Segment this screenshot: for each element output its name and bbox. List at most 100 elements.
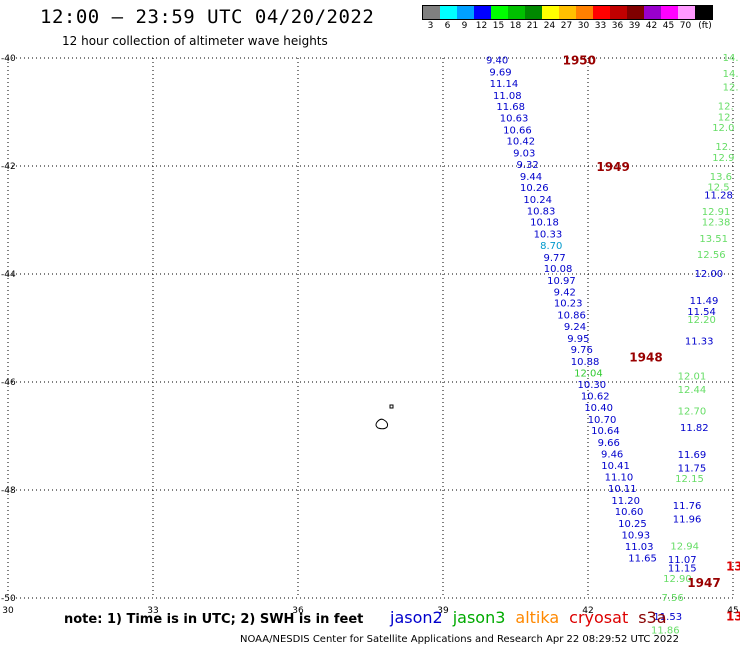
wave-height-value: 10.30 — [578, 380, 607, 391]
legend-swatch — [508, 6, 525, 19]
wave-height-value: 12.44 — [678, 385, 707, 396]
wave-height-value: 11.10 — [605, 473, 634, 484]
color-scale-labels: 3 6 9 12 15 18 21 24 27 30 33 36 39 42 45 70 (ft) — [422, 21, 716, 31]
legend-swatch — [661, 6, 678, 19]
wave-height-value: 11.08 — [493, 91, 522, 102]
wave-height-value: 10.25 — [618, 519, 647, 530]
wave-height-value: 9.77 — [544, 253, 566, 264]
legend-label: 15 — [492, 21, 505, 31]
legend-label: 27 — [560, 21, 573, 31]
lat-tick-label: -46 — [1, 378, 16, 388]
wave-height-value: 10.64 — [591, 426, 620, 437]
lon-tick-label: 45 — [727, 606, 738, 616]
legend-swatch — [474, 6, 491, 19]
wave-height-value: 7.56 — [661, 593, 683, 604]
legend-swatch — [593, 6, 610, 19]
wave-height-value: 12.5 — [707, 183, 729, 194]
lon-tick-label: 36 — [292, 606, 304, 616]
lon-tick-label: 30 — [2, 606, 14, 616]
legend-swatch — [457, 6, 474, 19]
wave-height-value: 10.33 — [534, 230, 563, 241]
wave-height-value: 9.66 — [598, 438, 620, 449]
wave-height-value: 12.01 — [678, 372, 707, 383]
wave-height-value: 9.32 — [516, 160, 538, 171]
wave-height-value: 10.93 — [622, 530, 651, 541]
pass-time-label: 1302 — [726, 560, 740, 574]
wave-height-value: 9.40 — [486, 56, 508, 67]
wave-height-value: 13.51 — [699, 234, 728, 245]
wave-height-value: 9.03 — [513, 149, 535, 160]
color-scale-legend — [422, 5, 713, 20]
wave-height-value: 11.69 — [678, 450, 707, 461]
wave-height-value: 11.14 — [490, 79, 519, 90]
satellite-legend: jason2 jason3 altika cryosat s3a — [390, 608, 677, 627]
legend-label: 33 — [594, 21, 607, 31]
pass-time-label: 1949 — [596, 160, 629, 174]
wave-height-value: 12.00 — [695, 269, 724, 280]
wave-height-value: 11.65 — [628, 554, 657, 565]
wave-height-value: 11.76 — [673, 501, 702, 512]
wave-height-value: 10.23 — [554, 299, 583, 310]
wave-height-value: 10.24 — [523, 195, 552, 206]
legend-label: 39 — [628, 21, 641, 31]
note-text: note: 1) Time is in UTC; 2) SWH is in fe… — [64, 612, 364, 627]
pass-time-label: 1947 — [687, 576, 720, 590]
legend-swatch — [695, 6, 712, 19]
wave-height-value: 12.90 — [663, 574, 692, 585]
wave-height-value: 11.20 — [611, 496, 640, 507]
legend-label: 45 — [662, 21, 675, 31]
wave-height-value: 10.86 — [557, 311, 586, 322]
wave-height-value: 11.07 — [668, 555, 697, 566]
wave-height-value: 9.95 — [567, 334, 589, 345]
legend-swatch — [576, 6, 593, 19]
wave-height-value: 11.86 — [651, 625, 680, 636]
wave-height-value: 10.41 — [601, 461, 630, 472]
wave-height-value: 11.54 — [687, 307, 716, 318]
legend-label: 12 — [475, 21, 488, 31]
wave-height-value: 10.11 — [608, 484, 637, 495]
legend-swatch — [491, 6, 508, 19]
wave-height-value: 12.56 — [697, 250, 726, 261]
lon-tick-label: 39 — [437, 606, 449, 616]
satellite-jason3: jason3 — [452, 608, 506, 627]
wave-height-value: 10.97 — [547, 276, 576, 287]
legend-label: 3 — [427, 21, 434, 31]
wave-height-value: 12.38 — [702, 218, 731, 229]
island-outline — [375, 418, 389, 430]
legend-swatch — [440, 6, 457, 19]
wave-height-value: 9.69 — [489, 68, 511, 79]
legend-swatch — [678, 6, 695, 19]
satellite-altika: altika — [515, 608, 560, 627]
legend-label: 21 — [526, 21, 539, 31]
wave-height-value: 11.15 — [668, 563, 697, 574]
legend-label: 24 — [543, 21, 556, 31]
wave-height-value: 14. — [723, 53, 739, 64]
satellite-cryosat: cryosat — [569, 608, 629, 627]
wave-height-value: 11.49 — [690, 296, 719, 307]
wave-height-value: 12. — [723, 83, 739, 94]
pass-time-label: 1950 — [563, 54, 596, 68]
wave-height-value: 12. — [715, 142, 731, 153]
wave-height-value: 10.88 — [571, 357, 600, 368]
wave-height-value: 11.75 — [678, 463, 707, 474]
wave-height-value: 11.96 — [673, 515, 702, 526]
footer-credit: NOAA/NESDIS Center for Satellite Applica… — [240, 634, 679, 645]
wave-height-value: 10.83 — [527, 206, 556, 217]
pass-time-label: 1302 — [726, 609, 740, 623]
wave-height-value: 9.44 — [520, 172, 542, 183]
lat-tick-label: -40 — [1, 54, 16, 64]
wave-height-value: 12. — [718, 102, 734, 113]
wave-height-value: 9.42 — [554, 287, 576, 298]
wave-height-value: 9.76 — [571, 345, 593, 356]
wave-height-value: 8.70 — [540, 241, 562, 252]
legend-label: 30 — [577, 21, 590, 31]
wave-height-value: 11.82 — [680, 423, 709, 434]
wave-height-value: 12.94 — [670, 542, 699, 553]
wave-height-value: 10.70 — [588, 415, 617, 426]
wave-height-value: 12.04 — [574, 368, 603, 379]
legend-label: 70 — [679, 21, 692, 31]
wave-height-value: 9.46 — [601, 449, 623, 460]
wave-height-value: 11.03 — [625, 542, 654, 553]
page-title: 12:00 – 23:59 UTC 04/20/2022 — [40, 6, 375, 28]
wave-height-value: 10.42 — [506, 137, 535, 148]
